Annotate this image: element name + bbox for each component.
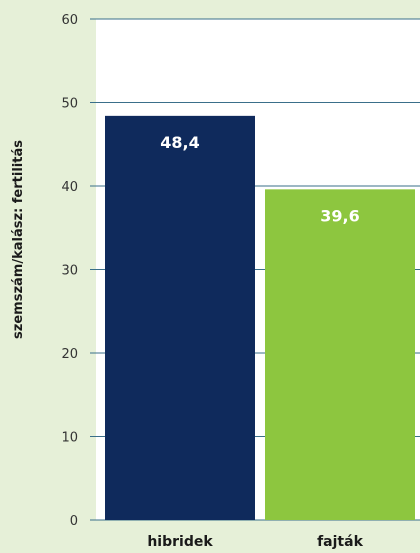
y-tick-label-40: 40 <box>61 180 78 195</box>
y-tick-label-60: 60 <box>61 13 78 28</box>
data-label-0: 48,4 <box>160 133 199 152</box>
y-tick-label-10: 10 <box>61 431 78 446</box>
bar-1 <box>265 189 415 520</box>
category-label-0: hibridek <box>147 534 213 550</box>
y-tick-label-0: 0 <box>70 514 78 529</box>
y-axis-title: szemszám/kalász: fertilitás <box>11 140 26 339</box>
y-axis-ticks: 0 10 20 30 40 50 60 <box>61 13 78 529</box>
data-label-1: 39,6 <box>320 206 359 225</box>
y-tick-label-20: 20 <box>61 347 78 362</box>
bars: 48,4 39,6 <box>105 115 415 521</box>
bar-0 <box>105 115 255 521</box>
y-tick-label-50: 50 <box>61 97 78 112</box>
category-label-1: fajták <box>317 534 363 550</box>
x-axis-labels: hibridek fajták <box>147 534 363 550</box>
y-tick-label-30: 30 <box>61 264 78 279</box>
